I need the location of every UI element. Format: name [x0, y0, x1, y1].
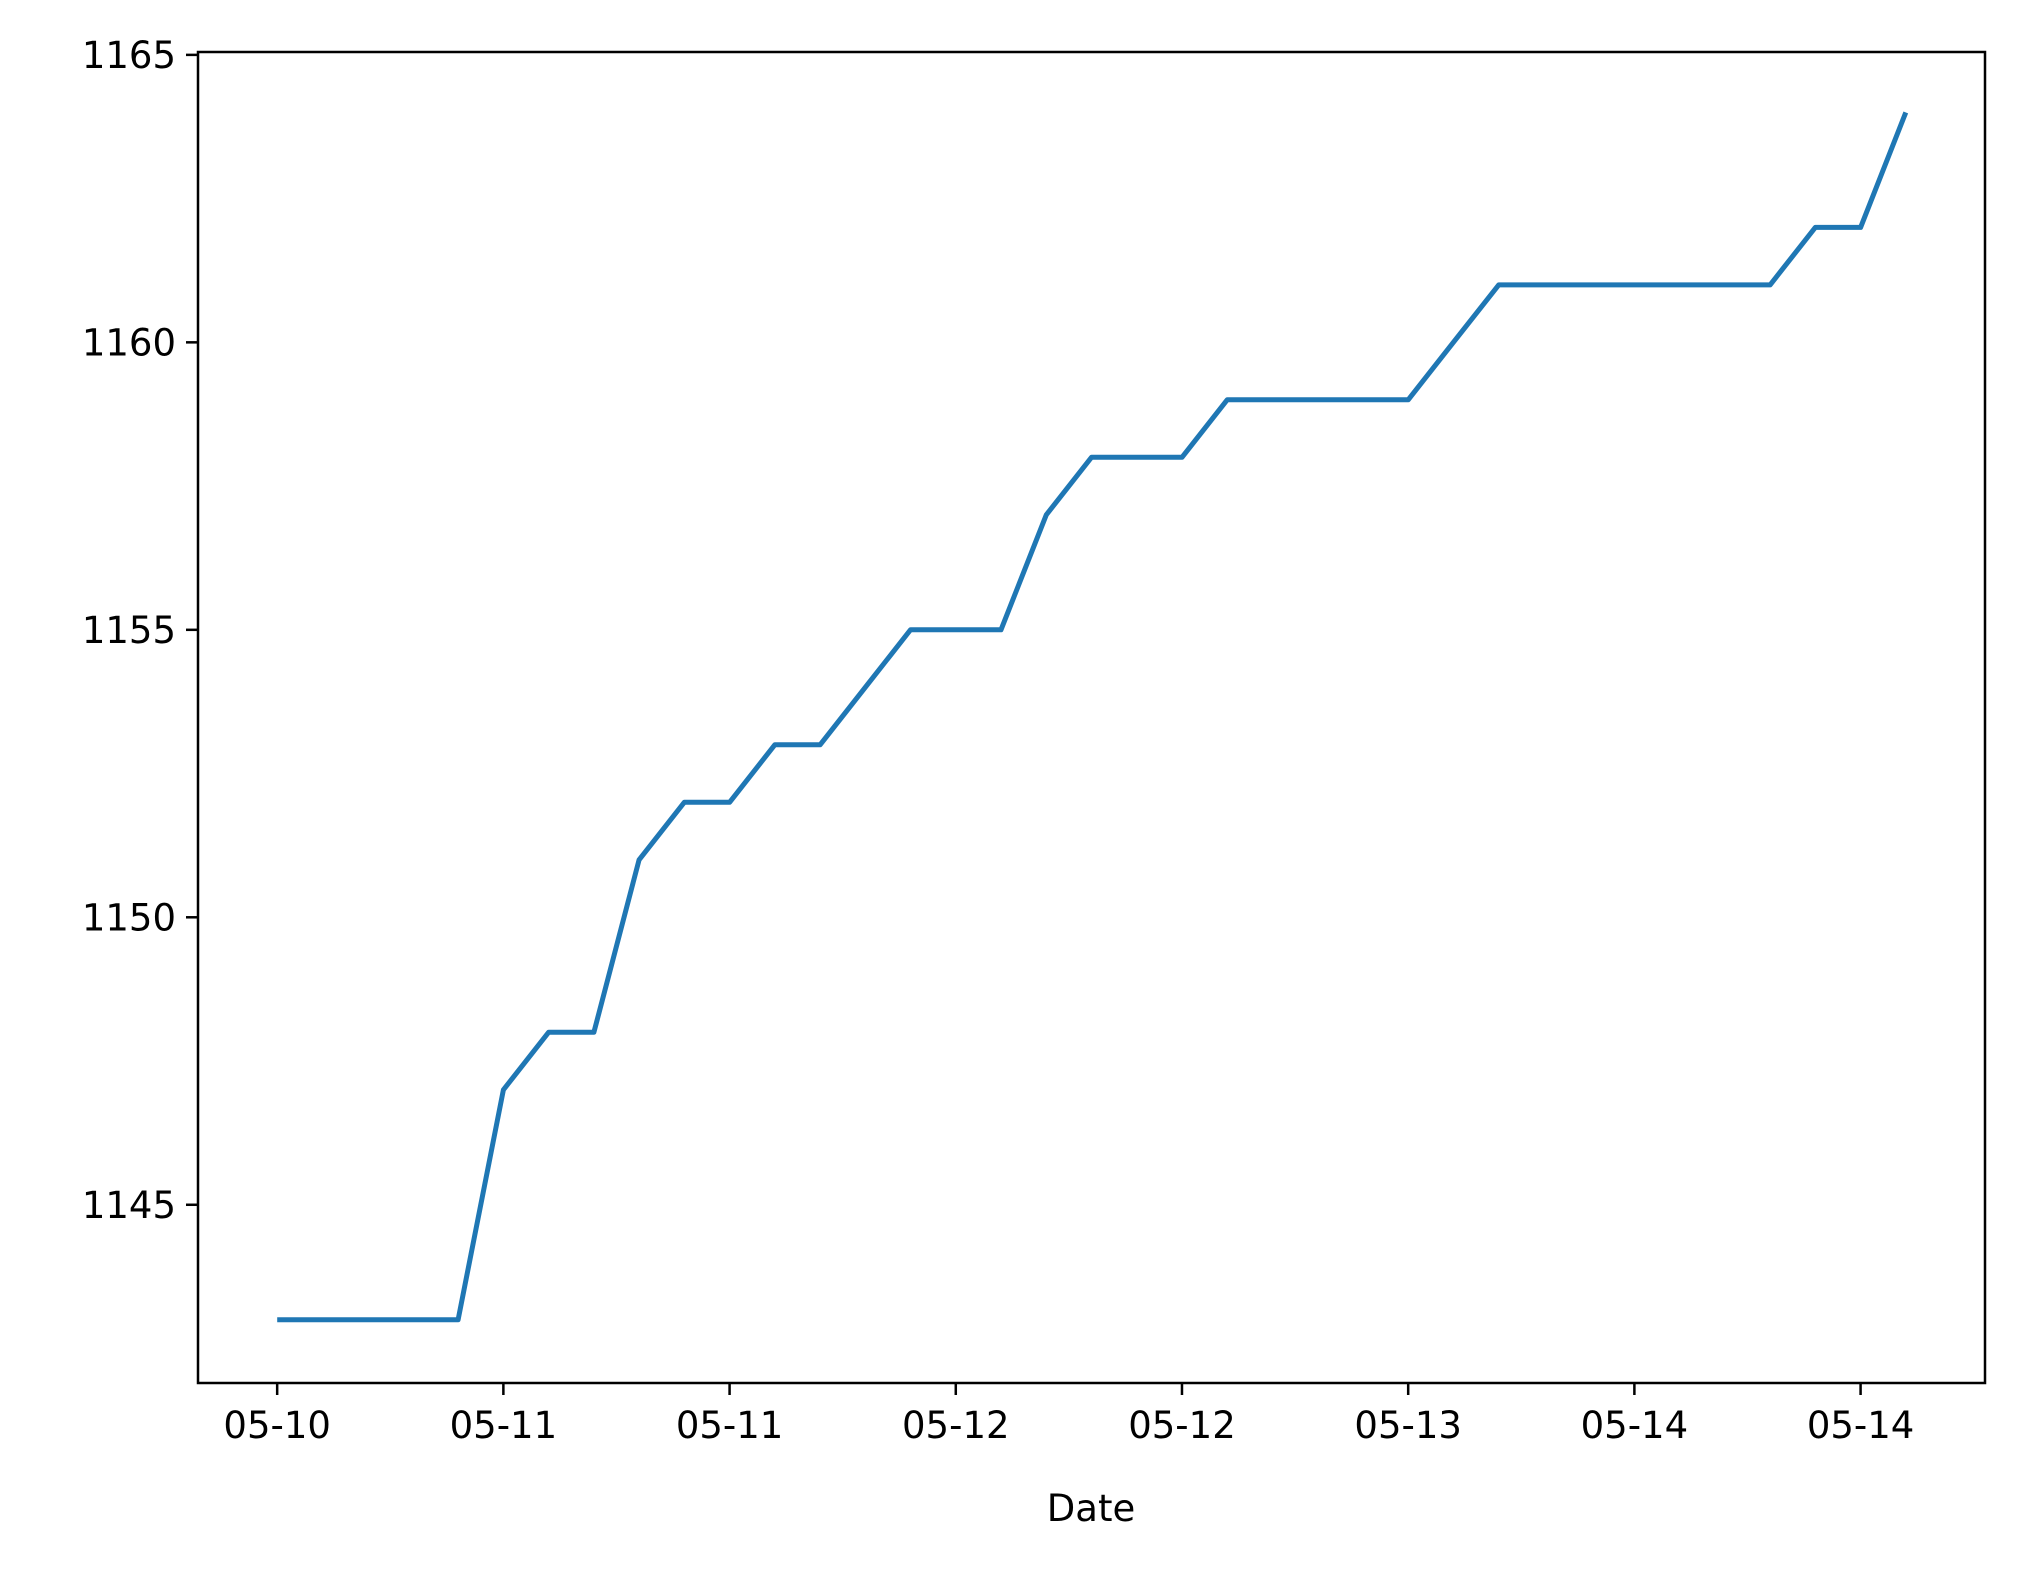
x-tick-label: 05-12 — [1128, 1404, 1236, 1447]
x-tick-label: 05-10 — [223, 1404, 331, 1447]
y-tick-label: 1160 — [82, 321, 176, 364]
x-tick-label: 05-14 — [1807, 1404, 1915, 1447]
y-axis-ticks: 1145 1150 1155 1160 1165 — [82, 34, 198, 1227]
x-axis-title: Date — [1047, 1487, 1135, 1530]
x-tick-label: 05-13 — [1354, 1404, 1462, 1447]
plot-area — [198, 52, 1985, 1383]
x-axis-ticks: 05-10 05-11 05-11 05-12 05-12 05-13 05-14 05-14 — [223, 1383, 1914, 1447]
y-tick-label: 1155 — [82, 609, 176, 652]
x-tick-label: 05-11 — [676, 1404, 784, 1447]
x-tick-label: 05-12 — [902, 1404, 1010, 1447]
x-tick-label: 05-11 — [450, 1404, 558, 1447]
series-line — [277, 111, 1909, 1323]
y-tick-label: 1150 — [82, 896, 176, 939]
y-tick-label: 1165 — [82, 34, 176, 77]
y-tick-label: 1145 — [82, 1184, 176, 1227]
plot-frame — [196, 50, 1987, 1385]
x-tick-label: 05-14 — [1581, 1404, 1689, 1447]
